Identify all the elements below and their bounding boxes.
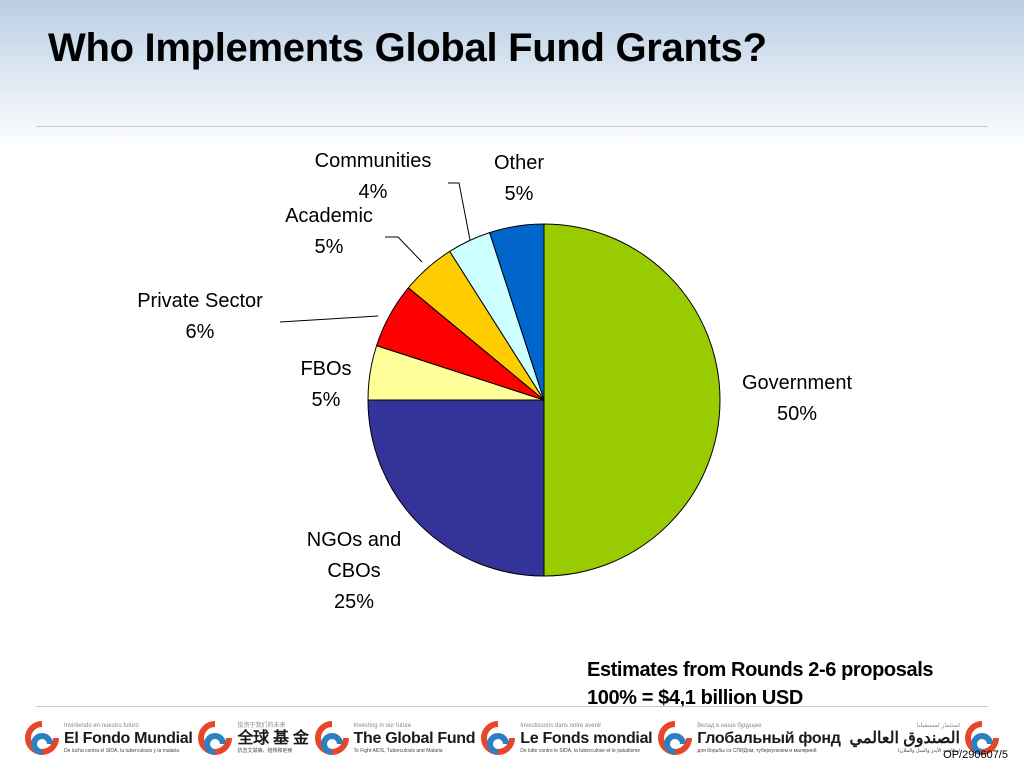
logo-name: Le Fonds mondial [520, 729, 653, 747]
pie-slices [367, 223, 721, 577]
global-fund-logo-icon [481, 721, 516, 755]
logo-tagline: Investissons dans notre avenir [520, 722, 602, 729]
note-line-1: Estimates from Rounds 2-6 proposals [587, 659, 934, 681]
pie-slice-other [488, 223, 545, 401]
top-divider [36, 126, 988, 127]
logo-name: Глобальный фонд [697, 729, 841, 747]
slice-labels: Government 50% NGOs and CBOs 25% FBOs 5% Privat… [137, 150, 852, 613]
logo-subtitle: для борьбы со СПИДом, туберкулезом и мал… [697, 747, 817, 754]
pie-slice-ngos-and-cbos [367, 399, 545, 577]
logo-subtitle: لمكافحة الأيدز والسل والملاريا [897, 747, 960, 754]
logo-tagline: Investing in our future [353, 722, 412, 729]
leader-lines [279, 182, 471, 323]
logo-french: Investissons dans notre avenir Le Fonds … [480, 720, 653, 756]
logo-name: The Global Fund [353, 729, 476, 747]
page-title: Who Implements Global Fund Grants? [48, 26, 767, 70]
pie-slice-government [543, 223, 721, 577]
logo-english: Investing in our future The Global Fund … [314, 720, 476, 756]
logo-subtitle: 抗击艾滋病、结核和疟疾 [237, 747, 293, 754]
logo-tagline: استثمار لمستقبلنا [916, 722, 960, 729]
pie-chart: Government 50% NGOs and CBOs 25% FBOs 5% Privat… [137, 150, 852, 613]
data-label-government: Government 50% [742, 372, 852, 425]
logo-name: El Fondo Mundial [64, 729, 193, 747]
logo-chinese: 投资于我们的未来 全球 基 金 抗击艾滋病、结核和疟疾 [197, 720, 309, 756]
footer-logos: Invirtiendo en nuestro futuro El Fondo M… [24, 716, 1000, 760]
leader-line [279, 315, 379, 323]
data-label-ngos-and-cbos: NGOs and CBOs 25% [307, 529, 401, 613]
logo-name: الصندوق العالمي [849, 729, 961, 747]
global-fund-logo-icon [25, 721, 59, 755]
leader-line [385, 236, 423, 263]
logo-subtitle: De lutte contre le SIDA, la tuberculose … [520, 747, 641, 754]
global-fund-logo-icon [658, 721, 693, 755]
logo-tagline: Invirtiendo en nuestro futuro [64, 722, 139, 729]
logo-tagline: 投资于我们的未来 [237, 722, 286, 729]
logo-spanish: Invirtiendo en nuestro futuro El Fondo M… [24, 720, 193, 756]
slide-reference: OP/290607/5 [943, 749, 1008, 761]
global-fund-logo-icon [314, 721, 349, 755]
header-background [0, 0, 1024, 150]
global-fund-logo-icon [198, 721, 233, 755]
logo-name: 全球 基 金 [237, 729, 309, 747]
note-line-2: 100% = $4,1 billion USD [587, 687, 803, 709]
bottom-divider [36, 706, 988, 707]
global-fund-logo-icon [964, 721, 999, 755]
logo-russian: Вклад в наше будущее Глобальный фонд для… [657, 720, 841, 756]
data-label-other: Other 5% [494, 152, 544, 205]
logo-tagline: Вклад в наше будущее [697, 722, 762, 729]
logo-subtitle: To Fight AIDS, Tuberculosis and Malaria [353, 747, 443, 754]
data-label-academic: Academic 5% [285, 205, 373, 258]
leader-line [448, 182, 471, 241]
data-label-private-sector: Private Sector 6% [137, 290, 263, 343]
data-label-fbos: FBOs 5% [300, 358, 351, 411]
estimate-note: Estimates from Rounds 2-6 proposals 100%… [587, 656, 933, 712]
logo-arabic: استثمار لمستقبلنا الصندوق العالمي لمكافح… [846, 720, 1000, 756]
data-label-communities: Communities 4% [315, 150, 432, 203]
logo-subtitle: De lucha contra el SIDA, la tuberculosis… [64, 747, 180, 754]
